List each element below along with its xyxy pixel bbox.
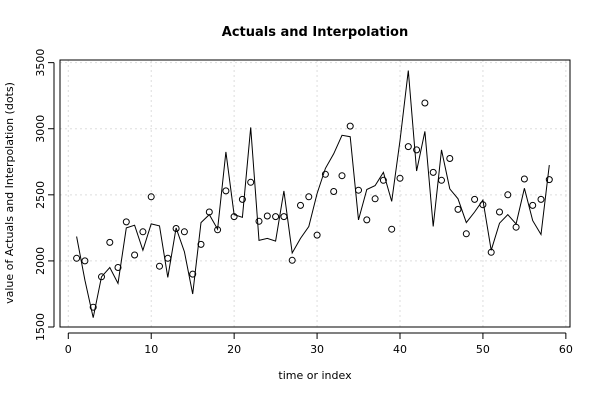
axes: 0 10 20 30 40 50 60 1500 2000 2500 3000 3500 <box>34 49 573 356</box>
actual-point <box>189 270 197 278</box>
actual-point <box>263 212 271 220</box>
actual-point <box>487 248 495 256</box>
actual-point <box>81 257 89 265</box>
actual-point <box>131 251 139 259</box>
actual-point <box>255 217 263 225</box>
actual-point <box>396 174 404 182</box>
actual-point <box>297 201 304 209</box>
actual-point <box>197 240 205 248</box>
actual-point <box>122 218 130 226</box>
actual-point <box>529 201 537 209</box>
actual-point <box>421 99 429 107</box>
x-tick-label: 10 <box>144 343 158 356</box>
x-tick-label: 30 <box>310 343 324 356</box>
actual-point <box>214 226 222 234</box>
y-tick-label: 2000 <box>34 247 47 275</box>
grid-lines <box>60 60 570 327</box>
actual-point <box>114 264 122 271</box>
actual-point <box>180 228 188 236</box>
actual-point <box>222 187 230 195</box>
x-tick-label: 40 <box>393 343 407 356</box>
actual-point <box>288 256 296 264</box>
actual-point <box>446 155 454 162</box>
actual-point <box>496 208 503 216</box>
actual-point <box>413 146 421 154</box>
actual-point <box>512 223 520 231</box>
actual-point <box>147 193 155 201</box>
actual-point <box>504 191 512 199</box>
actual-point <box>172 225 180 232</box>
actual-point <box>230 213 238 221</box>
actual-point <box>156 262 163 270</box>
actual-point <box>305 193 313 201</box>
actual-point <box>520 175 528 183</box>
actual-point <box>89 303 97 311</box>
actual-point <box>106 238 114 246</box>
actual-point <box>139 228 147 236</box>
interpolation-line <box>76 70 550 318</box>
actual-point <box>537 195 545 203</box>
actual-point <box>321 170 329 178</box>
actual-point <box>454 205 462 213</box>
x-tick-label: 0 <box>65 343 72 356</box>
actual-point <box>429 168 437 176</box>
actual-point <box>73 254 81 262</box>
actual-point <box>545 176 553 184</box>
y-tick-label: 3500 <box>34 49 47 77</box>
actual-point <box>479 201 487 209</box>
actual-point <box>388 225 396 233</box>
x-tick-label: 50 <box>476 343 490 356</box>
series <box>73 70 553 318</box>
actual-point <box>330 188 338 195</box>
y-tick-label: 1500 <box>34 313 47 341</box>
actual-point <box>346 122 354 130</box>
actual-point <box>164 254 172 262</box>
actual-point <box>98 273 105 281</box>
actual-point <box>355 186 362 194</box>
actual-point <box>238 195 246 203</box>
chart-title: Actuals and Interpolation <box>222 25 408 40</box>
actual-point <box>379 176 387 184</box>
actual-point <box>272 213 280 221</box>
y-tick-label: 2500 <box>34 181 47 209</box>
y-axis-label: value of Actuals and Interpolation (dots… <box>3 82 16 304</box>
actual-point <box>363 216 371 224</box>
plot-frame <box>59 59 571 328</box>
x-tick-label: 20 <box>227 343 241 356</box>
actual-point <box>471 195 479 203</box>
actual-point <box>247 178 255 186</box>
actual-point <box>280 213 288 221</box>
actual-point <box>438 176 445 184</box>
x-tick-label: 60 <box>559 343 573 356</box>
x-axis-label: time or index <box>278 369 352 382</box>
actual-point <box>462 230 470 238</box>
actual-point <box>371 195 379 203</box>
actual-point <box>313 231 321 239</box>
actual-point <box>205 208 213 216</box>
y-tick-label: 3000 <box>34 115 47 143</box>
actual-point <box>404 143 412 151</box>
actual-point <box>338 172 346 180</box>
